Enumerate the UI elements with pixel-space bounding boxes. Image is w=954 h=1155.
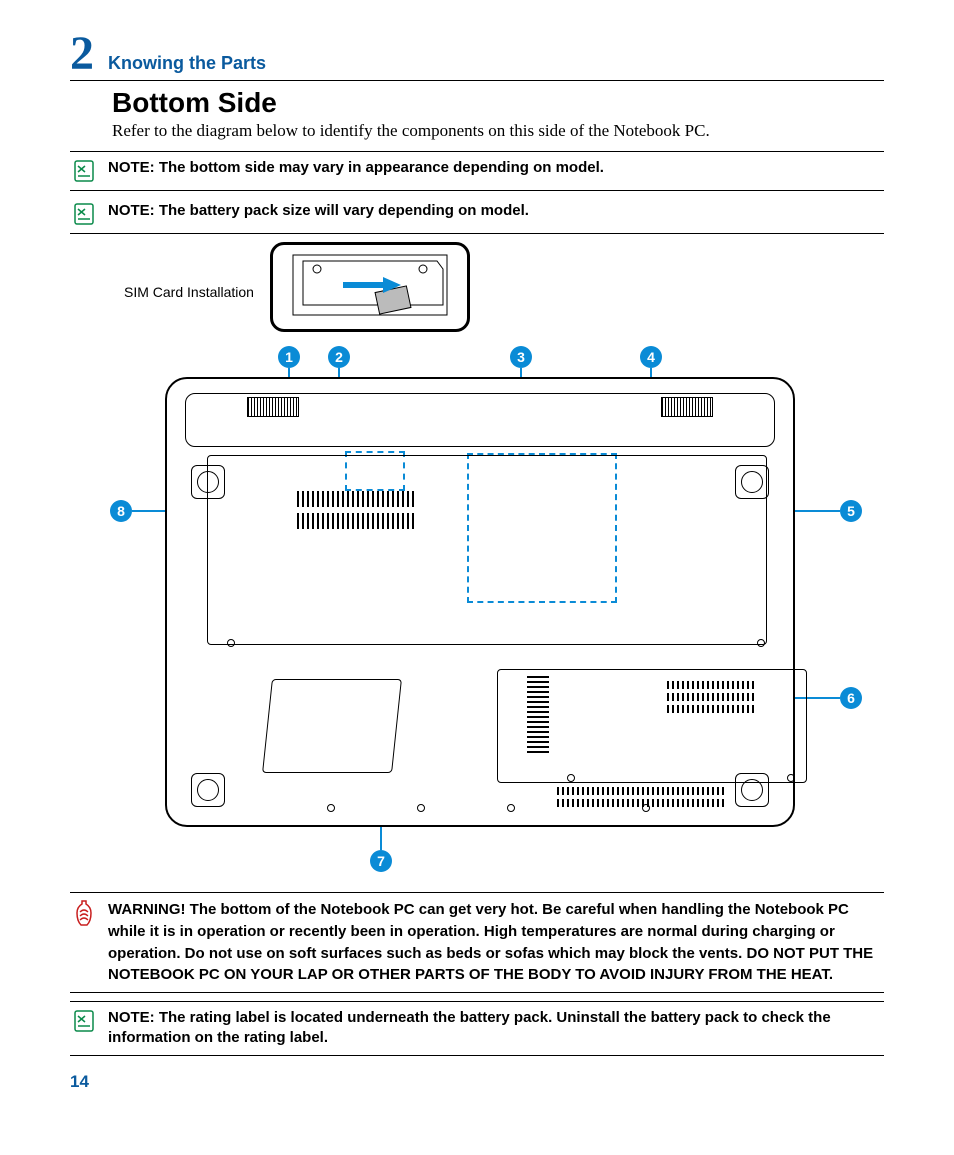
intro-text: Refer to the diagram below to identify t…	[112, 121, 884, 141]
screw	[787, 774, 795, 782]
note-text: NOTE: The battery pack size will vary de…	[108, 201, 529, 221]
callout-3: 3	[510, 346, 532, 368]
manual-page: 2 Knowing the Parts Bottom Side Refer to…	[0, 0, 954, 1132]
callout-7: 7	[370, 850, 392, 872]
screw	[642, 804, 650, 812]
warning-block: WARNING! The bottom of the Notebook PC c…	[70, 892, 884, 993]
note-icon	[70, 201, 98, 227]
screw	[327, 804, 335, 812]
section-title: Bottom Side	[112, 87, 884, 119]
bottom-diagram: SIM Card Installation 1 2 3 4	[70, 242, 890, 882]
note-block-3: NOTE: The rating label is located undern…	[70, 1001, 884, 1056]
callout-2: 2	[328, 346, 350, 368]
warning-text: WARNING! The bottom of the Notebook PC c…	[108, 899, 884, 986]
sim-label: SIM Card Installation	[124, 284, 254, 300]
note-icon	[70, 1008, 98, 1034]
sim-inset-illustration	[270, 242, 470, 332]
battery-latch-left	[247, 397, 299, 417]
chapter-header: 2 Knowing the Parts	[70, 30, 884, 81]
note-text: NOTE: The rating label is located undern…	[108, 1008, 884, 1049]
chapter-number: 2	[70, 30, 94, 78]
rubber-foot	[735, 465, 769, 499]
memory-panel	[207, 455, 767, 645]
screw	[567, 774, 575, 782]
vent	[527, 673, 549, 753]
vent	[297, 491, 417, 507]
vent	[557, 787, 727, 795]
screw	[227, 639, 235, 647]
callout-1: 1	[278, 346, 300, 368]
screw	[417, 804, 425, 812]
vent	[667, 705, 757, 713]
rubber-foot	[735, 773, 769, 807]
note-block-2: NOTE: The battery pack size will vary de…	[70, 199, 884, 234]
screw	[507, 804, 515, 812]
callout-5: 5	[840, 500, 862, 522]
callout-6: 6	[840, 687, 862, 709]
note-text: NOTE: The bottom side may vary in appear…	[108, 158, 604, 178]
callout-8: 8	[110, 500, 132, 522]
screw	[757, 639, 765, 647]
page-number: 14	[70, 1072, 884, 1092]
vent	[667, 681, 757, 689]
vent	[667, 693, 757, 701]
vent	[297, 513, 417, 529]
warning-icon	[70, 899, 98, 929]
small-cover	[262, 679, 402, 773]
note-icon	[70, 158, 98, 184]
callout-4: 4	[640, 346, 662, 368]
laptop-bottom-illustration	[165, 377, 795, 827]
battery-latch-right	[661, 397, 713, 417]
rubber-foot	[191, 465, 225, 499]
rubber-foot	[191, 773, 225, 807]
chapter-title: Knowing the Parts	[108, 53, 266, 74]
note-block-1: NOTE: The bottom side may vary in appear…	[70, 151, 884, 191]
